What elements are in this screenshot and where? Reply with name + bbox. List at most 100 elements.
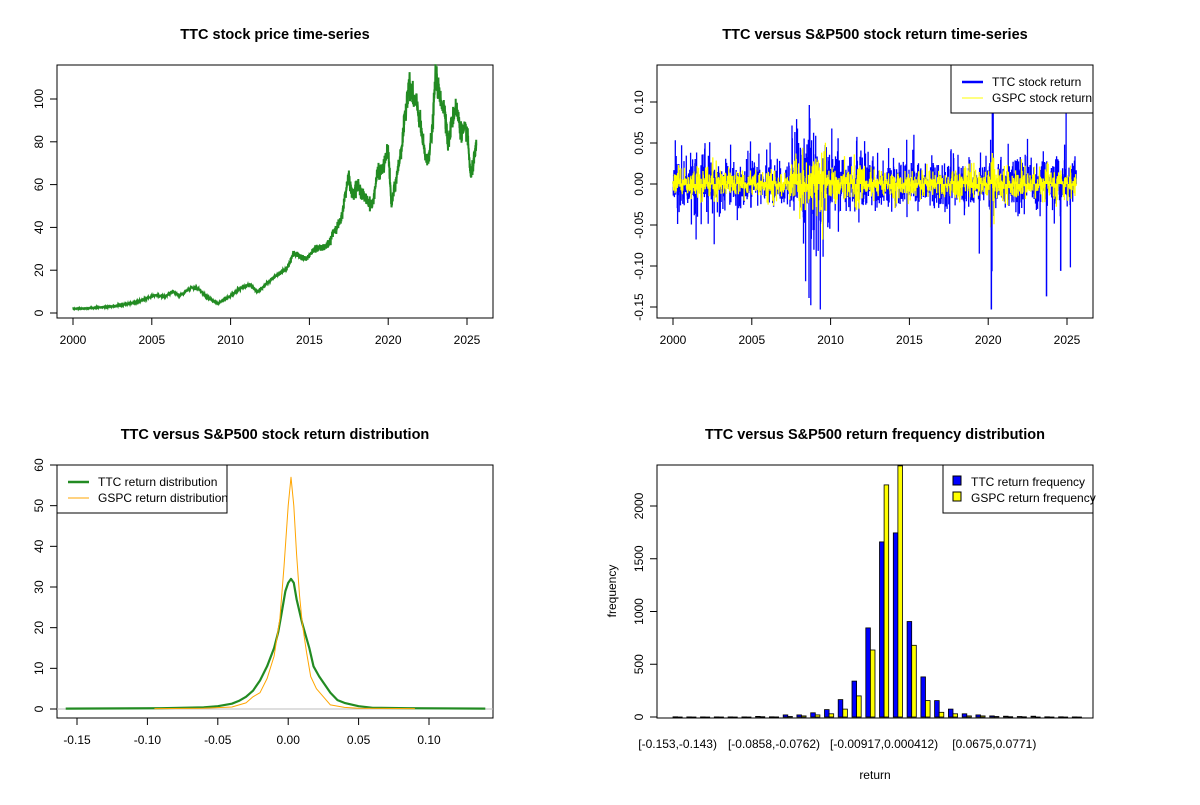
x-tick-label: -0.05 [204, 733, 232, 747]
ttc-bar [1003, 715, 1009, 718]
ttc-bar [1044, 716, 1050, 718]
chart-title: TTC versus S&P500 stock return time-seri… [722, 27, 1027, 43]
ttc-bar [892, 532, 899, 718]
legend-swatch [952, 491, 962, 502]
gspc-bar [801, 715, 807, 718]
gspc-bar [814, 714, 821, 718]
ttc-bar [810, 712, 816, 718]
x-tick-label: 2005 [138, 333, 165, 347]
x-tick-label: 2010 [817, 333, 844, 347]
ttc-bar [989, 715, 995, 718]
x-tick-label: 2015 [296, 333, 323, 347]
y-tick-label: 0.05 [632, 131, 646, 155]
gspc-bar [787, 716, 793, 718]
gspc-bar [870, 649, 876, 718]
legend-label: GSPC return frequency [971, 491, 1096, 505]
y-tick-label: 30 [32, 580, 46, 594]
x-category-label: [0.0675,0.0771) [952, 737, 1036, 751]
ttc-bar [672, 716, 678, 718]
x-tick-label: 2025 [1054, 333, 1081, 347]
y-tick-label: 0 [632, 713, 646, 720]
y-tick-label: 10 [32, 661, 46, 675]
y-tick-label: 40 [32, 539, 46, 553]
y-tick-label: 500 [632, 654, 646, 674]
gspc-bar [677, 716, 683, 718]
ttc-return-series [672, 93, 1077, 310]
gspc-density-line [154, 476, 415, 710]
y-tick-label: 100 [32, 89, 46, 109]
ttc-bar [796, 714, 802, 718]
y-tick-label: 40 [32, 220, 46, 234]
ttc-bar [879, 541, 885, 718]
x-tick-label: -0.10 [134, 733, 162, 747]
x-category-label: [-0.0858,-0.0762) [728, 737, 820, 751]
chart-title: TTC stock price time-series [180, 27, 369, 43]
legend: TTC stock return GSPC stock return [950, 64, 1094, 114]
gspc-bar [925, 700, 931, 718]
x-tick-label: 2020 [975, 333, 1002, 347]
ttc-bar [948, 708, 954, 718]
gspc-bar [732, 716, 738, 718]
legend-box [942, 464, 1094, 514]
x-category-label: [-0.153,-0.143) [638, 737, 717, 751]
plot-frame [56, 64, 494, 319]
gspc-bar [993, 716, 1000, 718]
y-tick-label: 0.10 [632, 90, 646, 114]
ttc-bar [727, 716, 734, 718]
y-tick-label: -0.10 [632, 252, 646, 280]
ttc-bar [1016, 716, 1023, 718]
ttc-bar [961, 713, 968, 718]
legend-label: GSPC stock return [992, 91, 1092, 105]
ttc-bar [975, 714, 981, 718]
x-tick-label: 2025 [454, 333, 481, 347]
legend-label: GSPC return distribution [98, 491, 228, 505]
panel-4: TTC versus S&P500 return frequency distr… [605, 427, 1096, 782]
panel-1: TTC stock price time-series 2000 2005 2010 2… [32, 27, 494, 347]
price-line [72, 64, 478, 312]
gspc-bar [773, 716, 779, 718]
gspc-bar [718, 716, 724, 718]
panel-2: TTC versus S&P500 stock return time-seri… [632, 27, 1094, 347]
y-tick-label: 1500 [632, 545, 646, 572]
ttc-return-extremes [990, 184, 1062, 310]
x-tick-label: 2010 [217, 333, 244, 347]
legend-label: TTC return frequency [971, 475, 1085, 489]
ttc-bar [1058, 716, 1064, 718]
gspc-bar [856, 695, 862, 718]
y-tick-label: 50 [32, 499, 46, 513]
y-tick-label: 0.00 [632, 172, 646, 196]
ttc-bar [824, 709, 830, 718]
gspc-return-series [672, 142, 1077, 240]
gspc-bar [1076, 716, 1082, 718]
gspc-bar [952, 713, 958, 718]
gspc-bar [828, 713, 835, 718]
y-tick-label: 20 [32, 263, 46, 277]
gspc-bar [746, 716, 752, 718]
x-tick-label: 2020 [375, 333, 402, 347]
ttc-bar [686, 716, 692, 718]
legend-label: TTC stock return [992, 75, 1081, 89]
y-tick-label: 80 [32, 135, 46, 149]
gspc-bar [966, 715, 972, 718]
ttc-bar [713, 716, 720, 718]
ttc-bar [906, 621, 913, 718]
gspc-bar [704, 716, 711, 718]
gspc-bar [883, 484, 890, 718]
x-tick-label: 2015 [896, 333, 923, 347]
y-tick-label: -0.15 [632, 293, 646, 321]
ttc-bar [1030, 715, 1036, 718]
y-tick-label: 1000 [632, 598, 646, 625]
legend-label: TTC return distribution [98, 475, 217, 489]
ttc-bar [934, 700, 940, 718]
y-tick-label: 0 [32, 705, 46, 712]
x-category-label: [-0.00917,0.000412) [830, 737, 938, 751]
ttc-bar [837, 699, 844, 718]
y-tick-label: 0 [32, 309, 46, 316]
gspc-bar [911, 644, 917, 718]
y-tick-label: 2000 [632, 492, 646, 519]
ttc-bar [782, 714, 789, 718]
gspc-bar [1007, 716, 1014, 718]
chart-title: TTC versus S&P500 return frequency distr… [705, 427, 1045, 443]
y-axis-title: frequency [605, 565, 619, 618]
x-tick-label: -0.15 [63, 733, 91, 747]
